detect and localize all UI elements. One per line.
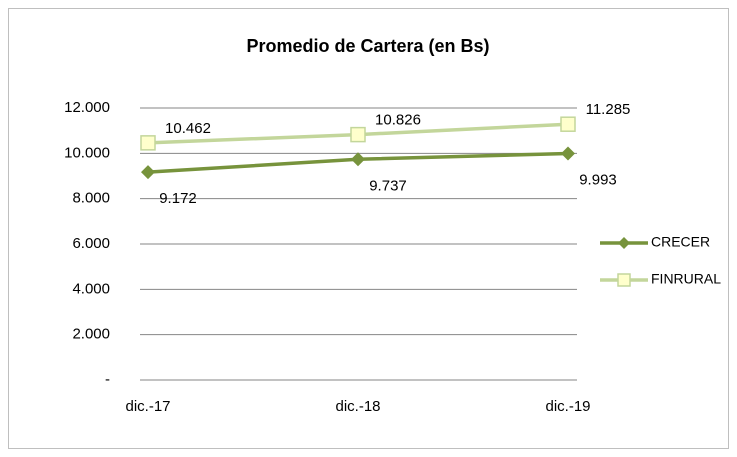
data-label: 10.826	[375, 112, 421, 129]
y-tick-label: 10.000	[64, 144, 110, 161]
marker	[350, 126, 366, 143]
data-label: 9.737	[369, 177, 407, 194]
y-tick-label: 8.000	[72, 190, 110, 207]
y-tick-label: 12.000	[64, 99, 110, 116]
marker	[561, 146, 575, 161]
legend-label: FINRURAL	[651, 271, 721, 287]
y-tick-label: 4.000	[72, 280, 110, 297]
x-tick-label: dic.-19	[545, 398, 590, 415]
marker	[351, 152, 365, 167]
y-tick-label: 2.000	[72, 326, 110, 343]
data-label: 11.285	[586, 101, 631, 118]
chart-title: Promedio de Cartera (en Bs)	[246, 36, 489, 56]
marker	[560, 116, 576, 132]
data-label: 9.993	[579, 171, 617, 188]
marker	[141, 165, 155, 180]
x-tick-label: dic.-18	[335, 398, 380, 415]
x-tick-label: dic.-17	[125, 398, 170, 415]
chart-frame	[8, 8, 729, 449]
legend-marker	[617, 273, 631, 287]
data-label: 9.172	[159, 190, 197, 207]
legend-marker	[618, 237, 630, 249]
marker	[140, 135, 156, 151]
y-tick-label: -	[105, 371, 110, 388]
legend-label: CRECER	[651, 234, 710, 250]
y-tick-label: 6.000	[72, 235, 110, 252]
data-label: 10.462	[165, 120, 211, 137]
